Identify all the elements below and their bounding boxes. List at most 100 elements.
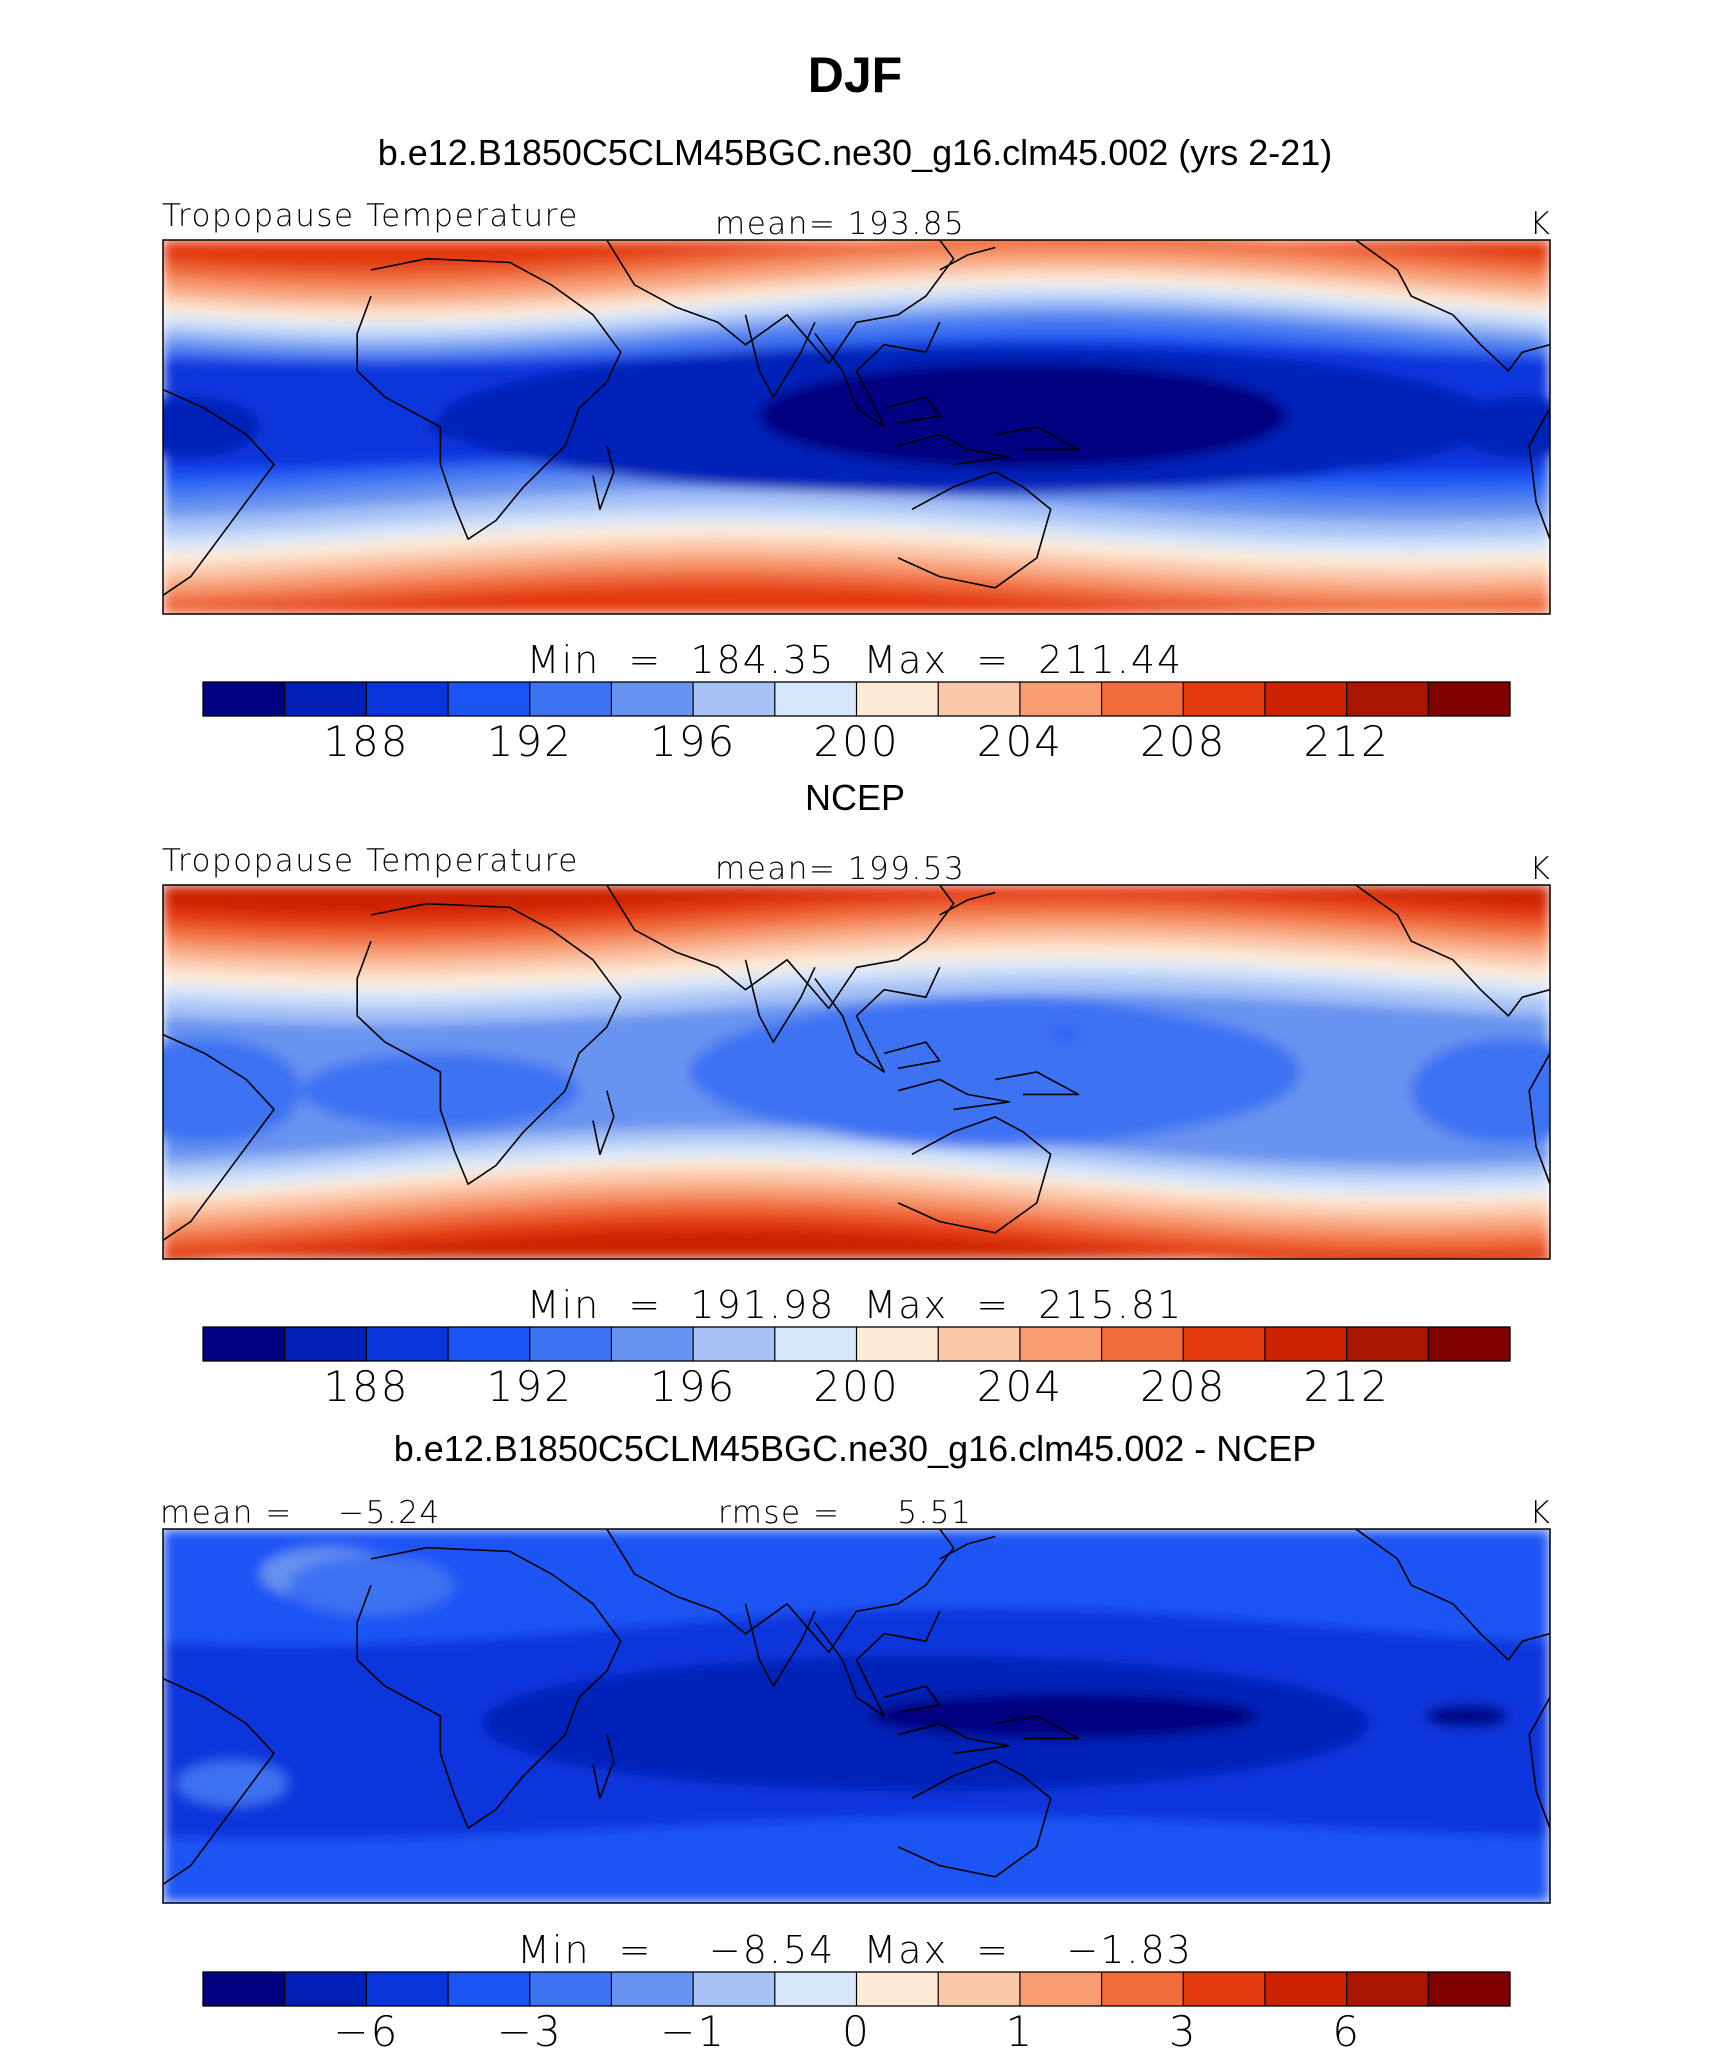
colorbar-swatch xyxy=(448,1327,531,1361)
colorbar-swatch xyxy=(938,682,1021,716)
coastline xyxy=(356,1546,622,1829)
colorbar-swatch xyxy=(1019,1972,1103,2006)
colorbar-swatch xyxy=(1428,1327,1511,1361)
coastline xyxy=(744,1603,816,1687)
map-field xyxy=(163,885,1550,1259)
map-field xyxy=(163,240,1550,614)
colorbar-swatch xyxy=(856,682,939,716)
colorbar-swatch xyxy=(366,1972,449,2006)
colorbar-tick-label: 3 xyxy=(1169,2007,1198,2056)
coastline xyxy=(995,1715,1080,1740)
colorbar-swatch xyxy=(529,1327,612,1361)
colorbar-swatch xyxy=(1101,1327,1184,1361)
colorbar-swatch xyxy=(203,1972,286,2006)
colorbar-tick-label: 1 xyxy=(1006,2007,1035,2056)
colorbar: 188 192 196 200 204 208 212 xyxy=(202,681,1511,766)
rmse-label: rmse = 5.51 xyxy=(718,1495,972,1531)
panel-subtitle: NCEP xyxy=(805,777,905,818)
colorbar-tick-label: 212 xyxy=(1304,1362,1390,1411)
colorbar-swatch xyxy=(1183,682,1266,716)
panel-difference: b.e12.B1850C5CLM45BGC.ne30_g16.clm45.002… xyxy=(160,1428,1551,2056)
units-label: K xyxy=(1530,1495,1550,1531)
colorbar-swatch xyxy=(938,1972,1021,2006)
colorbar-swatch xyxy=(1346,1972,1429,2006)
coastline xyxy=(163,1677,275,1885)
coastline xyxy=(897,1078,1010,1111)
colorbar-tick-label: −1 xyxy=(660,2007,726,2056)
coastline xyxy=(356,902,622,1185)
coastline xyxy=(939,891,996,916)
coastline xyxy=(356,257,622,540)
colorbar-swatch xyxy=(366,1327,449,1361)
colorbar-swatch xyxy=(856,1972,939,2006)
colorbar-tick-label: 204 xyxy=(977,1362,1063,1411)
colorbar-tick-label: 196 xyxy=(650,1362,736,1411)
colorbar-swatch xyxy=(774,682,857,716)
coastline xyxy=(897,1722,1010,1755)
colorbar-swatch xyxy=(1428,1972,1511,2006)
colorbar-swatch xyxy=(1101,682,1184,716)
coastline xyxy=(814,966,941,1073)
colorbar-swatch xyxy=(529,682,612,716)
range-label: Min = 191.98 Max = 215.81 xyxy=(527,1283,1183,1327)
colorbar-swatch xyxy=(693,1972,776,2006)
mean-label: mean = −5.24 xyxy=(160,1495,441,1531)
colorbar-swatch xyxy=(1264,1327,1348,1361)
coastline xyxy=(1355,1529,1550,1661)
coastline xyxy=(939,246,996,271)
coastline xyxy=(163,1033,275,1241)
colorbar-swatch xyxy=(284,1327,367,1361)
colorbar-tick-label: 6 xyxy=(1332,2007,1361,2056)
coastline xyxy=(744,959,816,1043)
units-label: K xyxy=(1530,206,1550,242)
panel-subtitle: b.e12.B1850C5CLM45BGC.ne30_g16.clm45.002… xyxy=(394,1428,1317,1469)
colorbar-swatch xyxy=(1428,682,1511,716)
coastline xyxy=(897,433,1010,466)
colorbar-swatch xyxy=(1264,1972,1348,2006)
coastline xyxy=(939,1535,996,1560)
coastline xyxy=(744,314,816,398)
coastline xyxy=(1528,407,1550,540)
map-frame xyxy=(162,1528,1551,1904)
colorbar-swatch xyxy=(1101,1972,1184,2006)
coastline xyxy=(883,396,941,425)
colorbar-swatch xyxy=(284,1972,367,2006)
coastlines xyxy=(163,885,1550,1241)
coastline xyxy=(592,445,615,511)
coastline xyxy=(1355,885,1550,1017)
colorbar-swatch xyxy=(1346,682,1429,716)
colorbar-tick-label: 192 xyxy=(487,1362,573,1411)
colorbar-swatch xyxy=(366,682,449,716)
colorbar-swatch xyxy=(203,682,286,716)
coastline xyxy=(995,1071,1080,1096)
coastline xyxy=(883,1041,941,1070)
colorbar-swatch xyxy=(693,682,776,716)
colorbar-swatch xyxy=(284,682,367,716)
colorbar-swatch xyxy=(1183,1327,1266,1361)
colorbar-swatch xyxy=(774,1972,857,2006)
figure-title: DJF xyxy=(808,47,902,103)
colorbar-swatch xyxy=(448,682,531,716)
panel-subtitle: b.e12.B1850C5CLM45BGC.ne30_g16.clm45.002… xyxy=(378,132,1333,173)
map-field xyxy=(163,1529,1550,1903)
colorbar-swatch xyxy=(1019,1327,1103,1361)
coastline xyxy=(1355,240,1550,372)
colorbar: 188 192 196 200 204 208 212 xyxy=(202,1326,1511,1411)
colorbar-tick-label: 204 xyxy=(977,717,1063,766)
colorbar-tick-label: 200 xyxy=(813,717,899,766)
colorbar-swatch xyxy=(1183,1972,1266,2006)
colorbar-tick-label: −6 xyxy=(333,2007,399,2056)
colorbar-tick-label: −3 xyxy=(497,2007,563,2056)
colorbar-swatch xyxy=(203,1327,286,1361)
coastlines xyxy=(163,240,1550,596)
colorbar-swatch xyxy=(529,1972,612,2006)
colorbar-swatch xyxy=(448,1972,531,2006)
coastline xyxy=(897,1116,1052,1234)
colorbar-swatch xyxy=(693,1327,776,1361)
map-frame xyxy=(162,884,1551,1260)
colorbar-tick-label: 200 xyxy=(813,1362,899,1411)
map-frame xyxy=(162,239,1551,615)
coastline xyxy=(1528,1696,1550,1829)
colorbar-tick-label: 196 xyxy=(650,717,736,766)
